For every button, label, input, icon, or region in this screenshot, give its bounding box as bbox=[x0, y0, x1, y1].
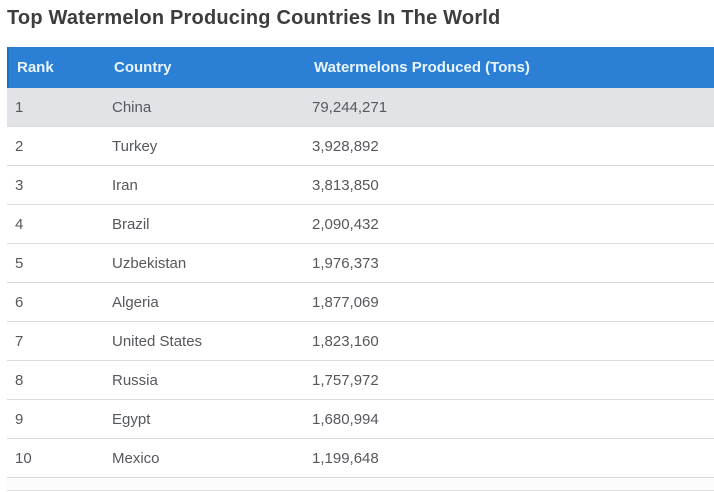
table-row: 6 Algeria 1,877,069 bbox=[7, 283, 714, 322]
country-cell: Russia bbox=[112, 371, 158, 389]
produced-cell: 79,244,271 bbox=[312, 98, 388, 116]
country-cell: Iran bbox=[112, 176, 138, 194]
rank-cell: 4 bbox=[15, 215, 24, 233]
table-row: 4 Brazil 2,090,432 bbox=[7, 205, 714, 244]
column-header-produced: Watermelons Produced (Tons) bbox=[314, 59, 530, 76]
country-cell: Egypt bbox=[112, 410, 151, 428]
rank-cell: 6 bbox=[15, 293, 24, 311]
rank-cell: 8 bbox=[15, 371, 24, 389]
table-row: 9 Egypt 1,680,994 bbox=[7, 400, 714, 439]
rank-cell: 10 bbox=[15, 449, 32, 467]
country-cell: Uzbekistan bbox=[112, 254, 187, 272]
table-row: 10 Mexico 1,199,648 bbox=[7, 439, 714, 478]
table-row: 8 Russia 1,757,972 bbox=[7, 361, 714, 400]
rank-cell: 3 bbox=[15, 176, 24, 194]
column-header-country: Country bbox=[114, 59, 172, 76]
country-cell: Turkey bbox=[112, 137, 158, 155]
country-cell: China bbox=[112, 98, 152, 116]
column-header-rank: Rank bbox=[17, 59, 54, 76]
table-header-row: Rank Country Watermelons Produced (Tons) bbox=[7, 47, 714, 88]
watermelon-production-table: Rank Country Watermelons Produced (Tons)… bbox=[7, 47, 714, 491]
country-cell: Mexico bbox=[112, 449, 160, 467]
table-bottom-strip bbox=[7, 478, 714, 491]
table-row: 7 United States 1,823,160 bbox=[7, 322, 714, 361]
rank-cell: 9 bbox=[15, 410, 24, 428]
produced-cell: 2,090,432 bbox=[312, 215, 379, 233]
table-row: 2 Turkey 3,928,892 bbox=[7, 127, 714, 166]
table-row: 1 China 79,244,271 bbox=[7, 88, 714, 127]
table-row: 3 Iran 3,813,850 bbox=[7, 166, 714, 205]
produced-cell: 1,823,160 bbox=[312, 332, 379, 350]
rank-cell: 7 bbox=[15, 332, 24, 350]
produced-cell: 1,199,648 bbox=[312, 449, 379, 467]
country-cell: Algeria bbox=[112, 293, 159, 311]
produced-cell: 1,976,373 bbox=[312, 254, 379, 272]
produced-cell: 3,813,850 bbox=[312, 176, 379, 194]
country-cell: Brazil bbox=[112, 215, 150, 233]
produced-cell: 1,877,069 bbox=[312, 293, 379, 311]
country-cell: United States bbox=[112, 332, 203, 350]
rank-cell: 5 bbox=[15, 254, 24, 272]
page-title: Top Watermelon Producing Countries In Th… bbox=[7, 7, 501, 29]
rank-cell: 1 bbox=[15, 98, 24, 116]
table-body: 1 China 79,244,271 2 Turkey 3,928,892 3 … bbox=[7, 88, 714, 478]
produced-cell: 1,757,972 bbox=[312, 371, 379, 389]
rank-cell: 2 bbox=[15, 137, 24, 155]
produced-cell: 3,928,892 bbox=[312, 137, 379, 155]
produced-cell: 1,680,994 bbox=[312, 410, 379, 428]
table-row: 5 Uzbekistan 1,976,373 bbox=[7, 244, 714, 283]
